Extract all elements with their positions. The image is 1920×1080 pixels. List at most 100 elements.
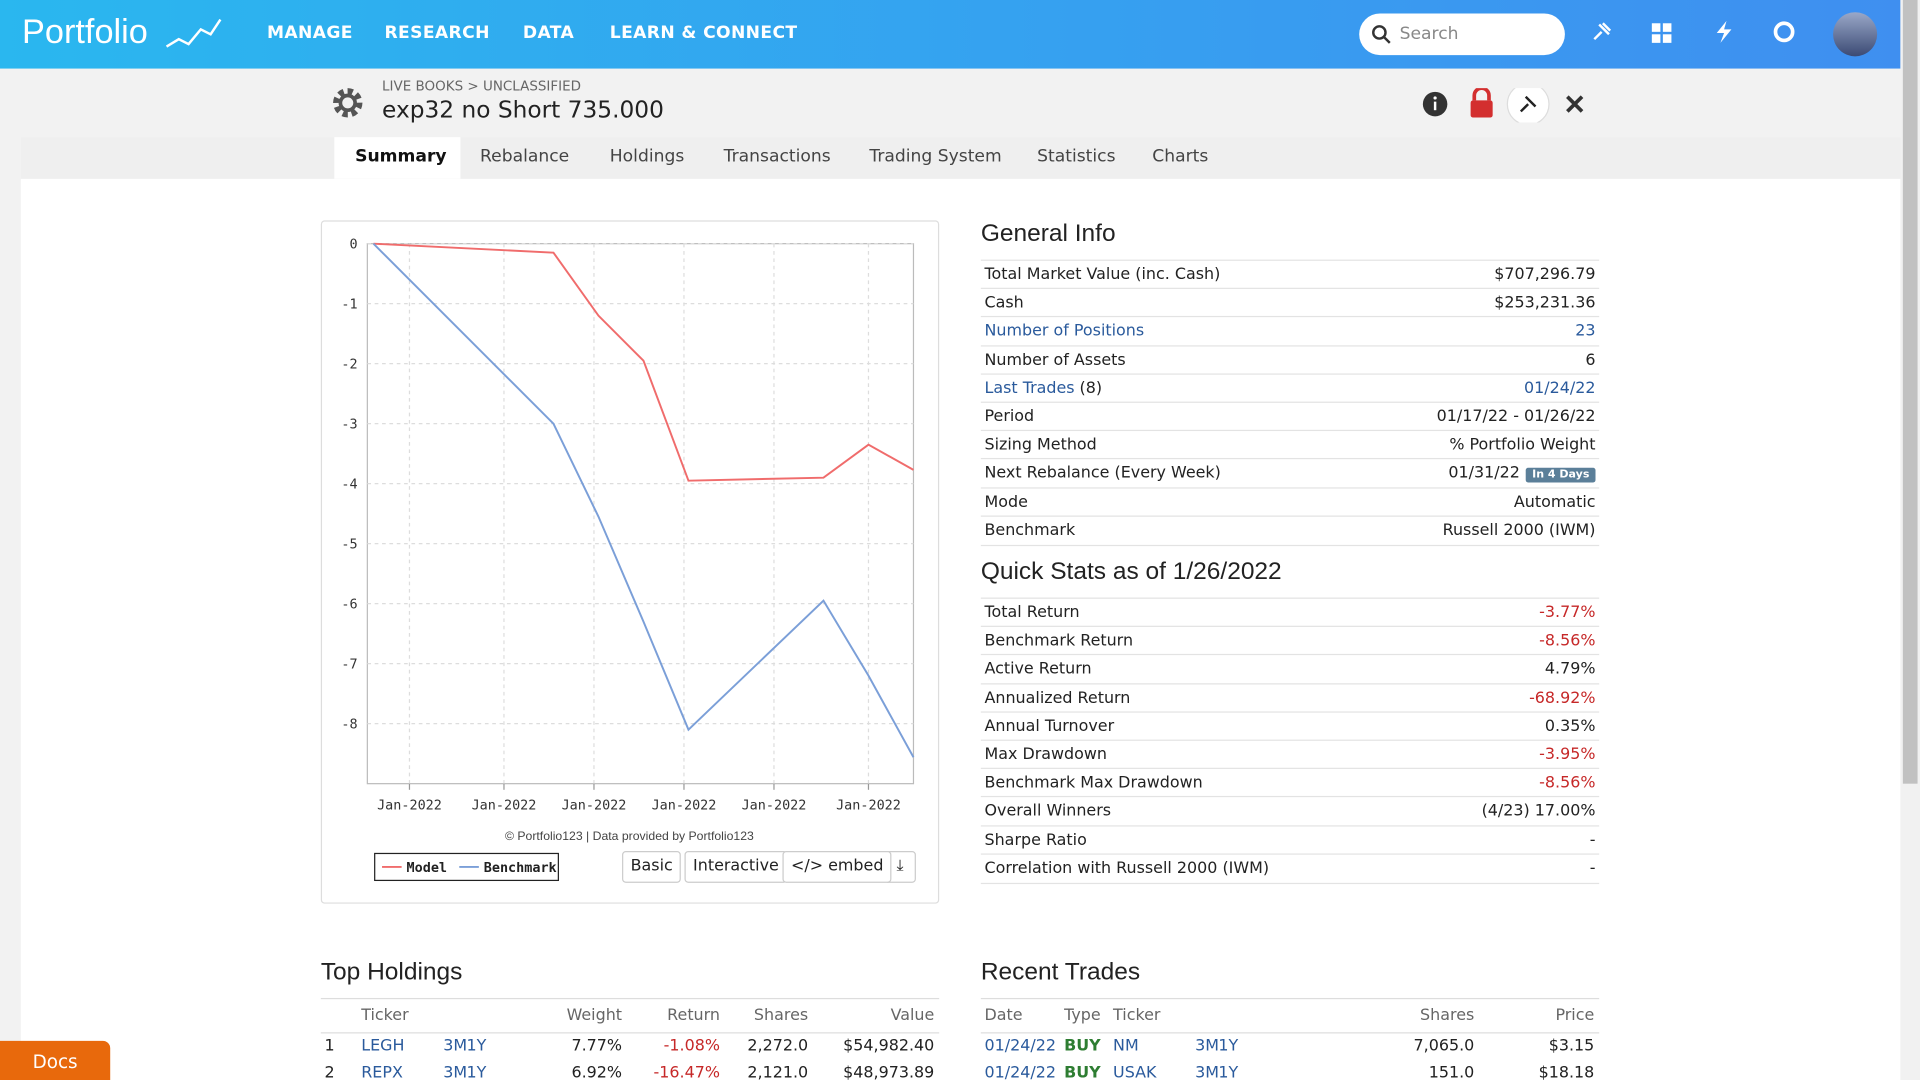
table-cell[interactable]: 1Y [466,1064,487,1080]
table-cell: BUY [1064,1064,1101,1080]
nav-menu-item[interactable]: LEARN & CONNECT [609,23,798,43]
info-label-cell: Total Return [984,604,1079,622]
toolbar-icons[interactable] [1420,88,1591,123]
nav-menu-item[interactable]: MANAGE [266,23,353,43]
table-cell[interactable]: USAK [1113,1064,1157,1080]
x-tick-label: Jan-2022 [562,798,627,813]
docs-button[interactable]: Docs [0,1040,111,1080]
tab[interactable]: Charts [1152,146,1209,167]
breadcrumb[interactable]: LIVE BOOKS > UNCLASSIFIED [382,78,582,95]
bolt-icon[interactable] [1714,20,1734,44]
info-row: Correlation with Russell 2000 (IWM) - [980,853,1600,884]
info-label: Benchmark [984,521,1076,540]
info-value: -3.77% [1539,603,1596,623]
info-row: Number of Positions 23 [980,316,1600,345]
scrollbar [1900,0,1920,1080]
info-label[interactable]: Last Trades [984,379,1075,398]
table-cell[interactable]: LEGH [361,1037,405,1056]
info-label: Total Return [984,603,1080,623]
x-tick-label: Jan-2022 [836,798,901,813]
tab[interactable]: Rebalance [480,146,570,167]
chart-button[interactable]: Basic [622,851,682,883]
table-rule [320,1032,940,1034]
info-label-cell: Period [984,408,1034,426]
info-label-cell: Number of Positions [984,323,1144,341]
info-label-cell: Last Trades (8) [984,379,1102,397]
table-cell: Weight [566,1006,623,1025]
info-value: 0.35% [1544,717,1596,736]
info-row: Annual Turnover 0.35% [980,711,1600,740]
info-label-cell: Benchmark Return [984,632,1133,650]
tab[interactable]: Trading System [869,146,1002,167]
table-cell[interactable]: NM [1113,1037,1139,1056]
info-label: Benchmark Return [984,632,1134,651]
info-value-cell: Russell 2000 (IWM) [1443,521,1596,539]
info-value[interactable]: 01/24/22 [1524,379,1596,398]
nav-menu-item[interactable]: RESEARCH [384,23,490,43]
scroll-thumb[interactable] [1902,0,1918,784]
info-row: Benchmark Russell 2000 (IWM) [980,515,1600,546]
tab[interactable]: Summary [355,146,447,167]
table-cell[interactable]: 1Y [1218,1064,1239,1080]
info-row: Sharpe Ratio - [980,824,1600,854]
apps-icon[interactable] [1651,22,1673,44]
brand[interactable]: Portfolio [22,12,148,51]
table-cell[interactable]: 3M [1195,1037,1219,1056]
info-value-cell: -68.92% [1529,689,1595,707]
avatar[interactable] [1833,12,1878,57]
info-label: Period [984,407,1035,427]
y-tick-label: -7 [341,658,357,673]
info-label: Number of Assets [984,350,1126,370]
info-value-cell: - [1590,859,1596,877]
info-value: - [1589,859,1596,878]
tab[interactable]: Holdings [609,146,685,167]
info-row: Number of Assets 6 [980,344,1600,374]
settings-icon[interactable] [331,86,365,120]
table-cell[interactable]: 3M [1195,1064,1219,1080]
info-label-cell: Next Rebalance (Every Week) [984,465,1220,483]
table-cell[interactable]: REPX [361,1064,403,1080]
info-row: Annualized Return -68.92% [980,682,1600,712]
info-value[interactable]: 23 [1575,322,1596,341]
info-row: Sizing Method % Portfolio Weight [980,430,1600,459]
info-label: Max Drawdown [984,745,1107,765]
info-label: Total Market Value (inc. Cash) [984,265,1221,285]
table-cell: Shares [753,1006,809,1025]
info-label-cell: Mode [984,493,1027,511]
table-cell[interactable]: 3M [443,1037,468,1056]
info-value-cell: 4.79% [1545,660,1596,678]
info-label: Sizing Method [984,436,1097,455]
info-label-cell: Max Drawdown [984,746,1107,764]
info-value: Russell 2000 (IWM) [1442,521,1596,540]
info-label: Overall Winners [984,802,1112,821]
table-cell: Type [1064,1006,1101,1025]
table-cell[interactable]: 1Y [1218,1037,1239,1056]
help-icon[interactable] [1772,20,1796,44]
nav-menu-item[interactable]: DATA [522,23,575,43]
info-value-cell: (4/23) 17.00% [1482,803,1596,821]
info-row: Last Trades (8) 01/24/22 [980,373,1600,402]
table-cell[interactable]: 01/24/22 [984,1064,1056,1080]
tab[interactable]: Statistics [1037,146,1116,167]
info-label: Benchmark Max Drawdown [984,774,1203,793]
legend-label: Benchmark [484,861,557,876]
chart-button[interactable]: </> embed [782,851,893,883]
y-tick-label: -6 [341,598,357,613]
table-cell[interactable]: 1Y [466,1037,487,1056]
info-label-cell: Cash [984,294,1023,312]
info-label-cell: Number of Assets [984,351,1125,369]
search-icon [1372,25,1391,44]
info-row: Benchmark Max Drawdown -8.56% [980,767,1600,797]
x-tick-label: Jan-2022 [742,798,807,813]
info-value-cell: 23 [1575,323,1595,341]
table-cell[interactable]: 3M [443,1064,468,1080]
info-count: (8) [1079,379,1103,398]
chart-button[interactable]: Interactive [684,851,788,883]
search-box[interactable]: Search [1359,13,1565,56]
info-label[interactable]: Number of Positions [984,322,1145,341]
tab[interactable]: Transactions [723,146,831,167]
table-cell[interactable]: 01/24/22 [984,1037,1056,1056]
table-cell: Shares [1420,1006,1475,1025]
table-cell: BUY [1064,1037,1101,1056]
pin-icon[interactable] [1589,20,1613,44]
